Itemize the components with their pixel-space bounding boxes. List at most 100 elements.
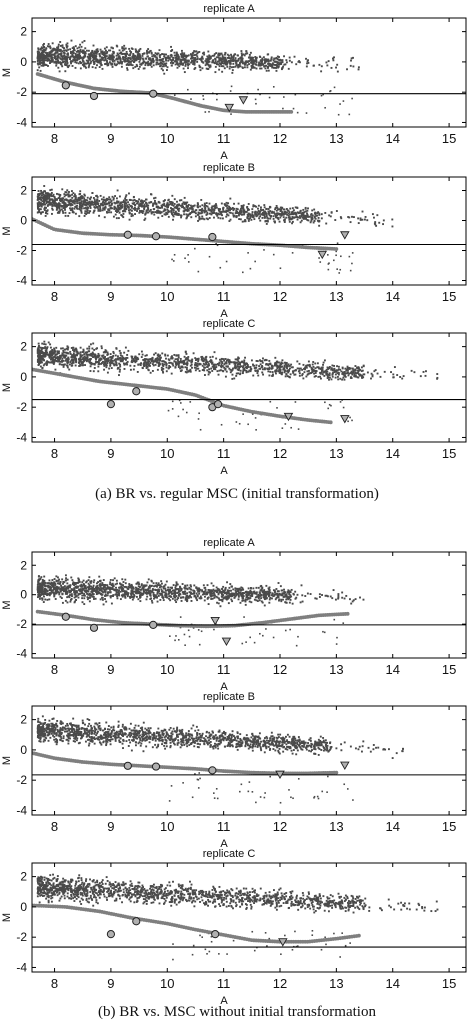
outlier-point	[251, 413, 254, 415]
data-point	[140, 211, 143, 213]
data-point	[85, 353, 88, 356]
data-point	[205, 210, 208, 213]
data-point	[111, 60, 114, 63]
data-point	[250, 56, 253, 59]
data-point	[151, 370, 154, 372]
data-point	[249, 217, 252, 219]
data-point	[295, 63, 298, 66]
outlier-point	[230, 113, 232, 115]
data-point	[167, 358, 170, 361]
data-point	[151, 211, 154, 214]
data-point	[229, 218, 232, 221]
data-point	[211, 54, 214, 57]
data-point	[41, 354, 44, 357]
data-point	[134, 203, 137, 206]
data-point	[204, 358, 207, 361]
data-point	[135, 59, 138, 62]
data-point	[154, 196, 157, 199]
data-point	[250, 214, 253, 217]
data-point	[117, 204, 120, 207]
data-point	[40, 59, 43, 62]
data-point	[38, 59, 41, 62]
data-point	[241, 66, 244, 69]
data-point	[239, 56, 242, 59]
data-point	[87, 60, 90, 63]
data-point	[284, 375, 287, 378]
data-point	[218, 362, 221, 364]
data-point	[317, 375, 320, 378]
data-point	[187, 203, 190, 206]
data-point	[252, 56, 255, 59]
data-point	[74, 355, 77, 357]
data-point	[189, 364, 192, 367]
data-point	[37, 50, 40, 53]
data-point	[293, 369, 296, 372]
data-point	[51, 53, 54, 56]
data-point	[267, 60, 270, 63]
data-point	[172, 211, 175, 214]
data-point	[78, 46, 81, 49]
data-point	[189, 207, 191, 210]
data-point	[288, 376, 291, 379]
data-point	[282, 367, 285, 370]
data-point	[345, 368, 348, 371]
data-point	[325, 373, 328, 376]
data-point	[246, 64, 249, 67]
data-point	[419, 375, 422, 378]
data-point	[232, 214, 235, 217]
data-point	[271, 374, 274, 377]
data-point	[82, 201, 85, 204]
data-point	[213, 208, 216, 211]
data-point	[119, 363, 122, 366]
data-point	[252, 205, 255, 208]
data-point	[93, 57, 96, 60]
data-point	[65, 60, 68, 62]
data-point	[183, 355, 186, 358]
data-point	[246, 367, 248, 370]
data-point	[274, 208, 277, 211]
data-point	[231, 71, 234, 74]
data-point	[363, 218, 366, 221]
data-point	[198, 58, 201, 61]
data-point	[130, 51, 133, 54]
data-point	[84, 364, 86, 367]
outlier-point	[190, 98, 192, 100]
data-point	[55, 346, 58, 349]
data-point	[354, 369, 357, 372]
data-point	[114, 360, 117, 363]
data-point	[53, 56, 56, 59]
data-point	[253, 205, 256, 207]
data-point	[162, 65, 165, 68]
data-point	[306, 60, 309, 63]
data-point	[337, 371, 340, 374]
data-point	[157, 63, 160, 66]
data-point	[289, 207, 292, 210]
data-point	[351, 373, 354, 376]
data-point	[48, 193, 50, 196]
data-point	[347, 216, 350, 218]
data-point	[208, 54, 211, 57]
data-point	[105, 198, 108, 201]
data-point	[89, 197, 91, 200]
data-point	[174, 212, 177, 214]
data-point	[148, 201, 151, 204]
data-point	[106, 57, 109, 60]
data-point	[52, 49, 55, 52]
data-point	[221, 217, 224, 220]
data-point	[161, 360, 164, 363]
outlier-point	[263, 249, 265, 251]
data-point	[105, 350, 108, 353]
data-point	[49, 51, 52, 53]
data-point	[217, 216, 220, 219]
data-point	[46, 59, 49, 62]
data-point	[59, 193, 62, 196]
outlier-point	[198, 412, 200, 415]
data-point	[42, 198, 45, 201]
data-point	[74, 212, 77, 215]
data-point	[49, 346, 52, 349]
data-point	[131, 356, 134, 359]
data-point	[342, 376, 345, 379]
y-axis-label: M	[1, 226, 13, 235]
data-point	[364, 215, 367, 218]
data-point	[199, 69, 202, 72]
